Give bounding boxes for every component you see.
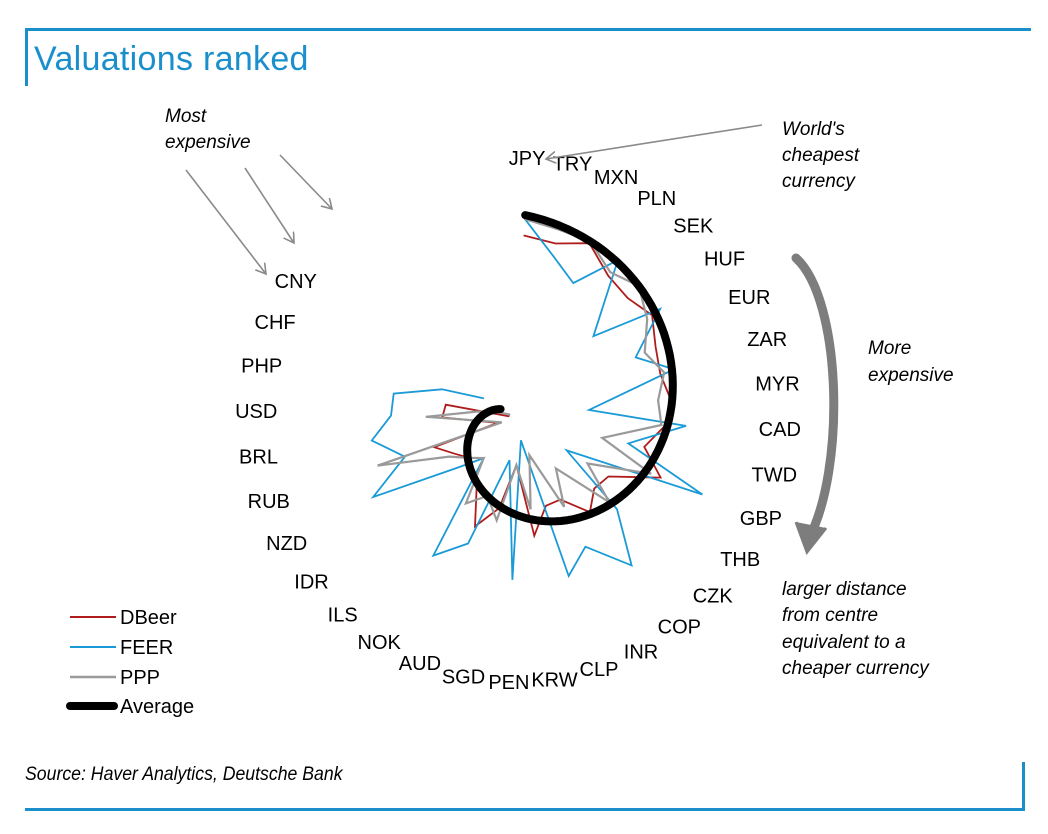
category-label-huf: HUF — [704, 249, 745, 271]
annot-distance-3: equivalent to a — [782, 632, 906, 653]
category-label-pen: PEN — [488, 672, 529, 694]
series-line-average — [463, 211, 677, 526]
annot-most-expensive-1: Most — [165, 106, 207, 127]
category-label-myr: MYR — [755, 374, 799, 396]
legend-label-ppp: PPP — [120, 667, 160, 689]
arrow-to-php — [185, 169, 266, 274]
category-label-nzd: NZD — [266, 533, 307, 555]
category-label-eur: EUR — [728, 287, 770, 309]
category-label-czk: CZK — [693, 585, 734, 607]
arrow-to-jpy — [546, 124, 763, 159]
category-label-cop: COP — [658, 617, 701, 639]
category-label-ils: ILS — [328, 605, 358, 627]
category-label-mxn: MXN — [594, 167, 638, 189]
more-expensive-arrowhead — [794, 521, 828, 556]
chart-title: Valuations ranked — [34, 40, 309, 78]
legend-label-feer: FEER — [120, 637, 173, 659]
category-label-try: TRY — [553, 154, 593, 176]
category-label-sgd: SGD — [442, 666, 485, 688]
category-label-aud: AUD — [399, 653, 441, 675]
legend-label-dbeer: DBeer — [120, 607, 177, 629]
category-label-php: PHP — [241, 356, 282, 378]
category-label-chf: CHF — [255, 312, 296, 334]
frame-bottom-border — [25, 808, 1025, 811]
legend-label-average: Average — [120, 696, 194, 718]
source-note: Source: Haver Analytics, Deutsche Bank — [25, 764, 343, 785]
category-label-nok: NOK — [358, 632, 402, 654]
series-line-ppp — [377, 218, 666, 524]
category-label-idr: IDR — [294, 571, 328, 593]
category-label-thb: THB — [720, 549, 760, 571]
series-line-feer — [370, 218, 703, 580]
annot-distance-1: larger distance — [782, 579, 907, 600]
category-label-usd: USD — [235, 401, 277, 423]
frame-right-border — [1022, 762, 1025, 811]
category-label-gbp: GBP — [740, 508, 782, 530]
category-label-inr: INR — [624, 641, 658, 663]
category-label-brl: BRL — [239, 447, 278, 469]
category-label-rub: RUB — [248, 491, 290, 513]
frame-left-border — [25, 28, 28, 86]
category-label-cad: CAD — [759, 419, 801, 441]
category-label-clp: CLP — [580, 659, 619, 681]
annot-distance-4: cheaper currency — [782, 658, 930, 679]
category-label-jpy: JPY — [509, 148, 546, 170]
category-label-twd: TWD — [752, 465, 798, 487]
arrow-to-chf — [244, 167, 294, 243]
annot-most-expensive-2: expensive — [165, 132, 251, 153]
more-expensive-curved-arrow — [791, 253, 839, 545]
arrow-to-cny — [279, 154, 332, 209]
series-layer — [370, 211, 703, 580]
frame-top-border — [25, 28, 1031, 31]
annot-distance-2: from centre — [782, 605, 878, 626]
legend: DBeer FEER PPP Average — [66, 607, 194, 718]
annot-more-expensive-2: expensive — [868, 365, 954, 386]
category-label-cny: CNY — [275, 271, 317, 293]
category-label-krw: KRW — [531, 670, 577, 692]
annot-more-expensive-1: More — [868, 338, 911, 359]
category-label-zar: ZAR — [747, 329, 787, 351]
annot-worlds-cheapest-3: currency — [782, 171, 856, 192]
category-label-sek: SEK — [673, 215, 714, 237]
annot-worlds-cheapest-2: cheapest — [782, 145, 860, 166]
category-label-pln: PLN — [637, 188, 676, 210]
annot-worlds-cheapest-1: World's — [782, 119, 845, 140]
